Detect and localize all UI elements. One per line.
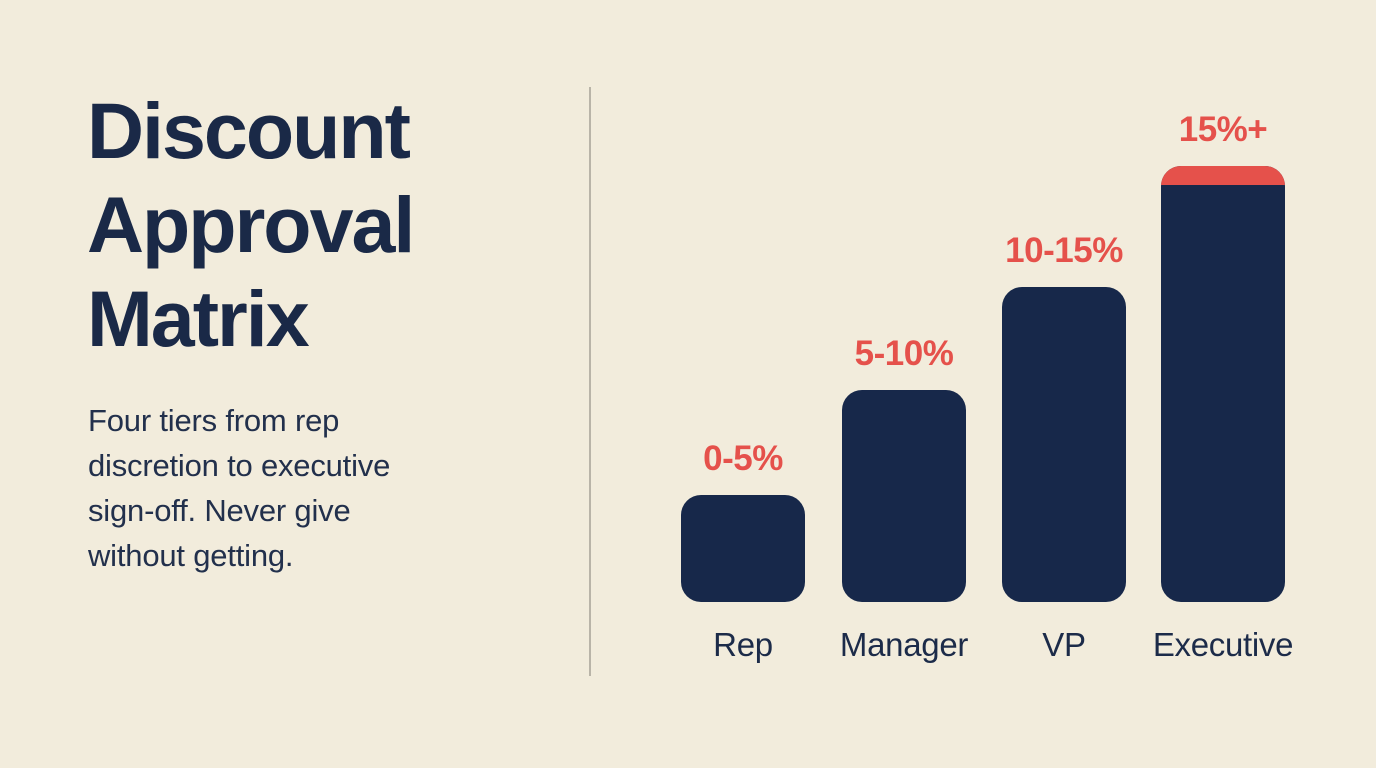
- tier-label-executive: Executive: [1152, 626, 1294, 663]
- bar-cap-highlight: [1161, 166, 1285, 185]
- tier-label-vp: VP: [1042, 626, 1086, 663]
- bar-executive: [1161, 166, 1285, 602]
- vertical-divider: [589, 87, 591, 676]
- title-line-2: Approval: [87, 180, 415, 269]
- subtitle-line-2: discretion to executive: [88, 448, 391, 483]
- range-label-rep: 0-5%: [703, 439, 783, 478]
- range-label-executive: 15%+: [1178, 110, 1268, 149]
- range-label-vp: 10-15%: [1005, 231, 1123, 270]
- title-line-1: Discount: [87, 86, 411, 175]
- chart-column-executive: 15%+ Executive: [1153, 110, 1294, 661]
- bar-manager: [842, 390, 966, 602]
- subtitle-line-1: Four tiers from rep: [88, 403, 340, 438]
- tier-label-manager: Manager: [839, 626, 969, 663]
- bar-rep: [681, 495, 805, 602]
- title-line-3: Matrix: [87, 274, 310, 363]
- subtitle-line-4: without getting.: [88, 538, 294, 573]
- page-title: Discount Approval Matrix: [87, 84, 557, 366]
- bar-vp: [1002, 287, 1126, 602]
- chart-column-manager: 5-10% Manager: [840, 334, 968, 661]
- chart-column-rep: 0-5% Rep: [681, 439, 805, 661]
- subtitle: Four tiers from rep discretion to execut…: [88, 398, 518, 578]
- range-label-manager: 5-10%: [854, 334, 954, 373]
- subtitle-line-3: sign-off. Never give: [88, 493, 351, 528]
- tier-label-rep: Rep: [713, 626, 773, 663]
- chart-column-vp: 10-15% VP: [1002, 231, 1126, 661]
